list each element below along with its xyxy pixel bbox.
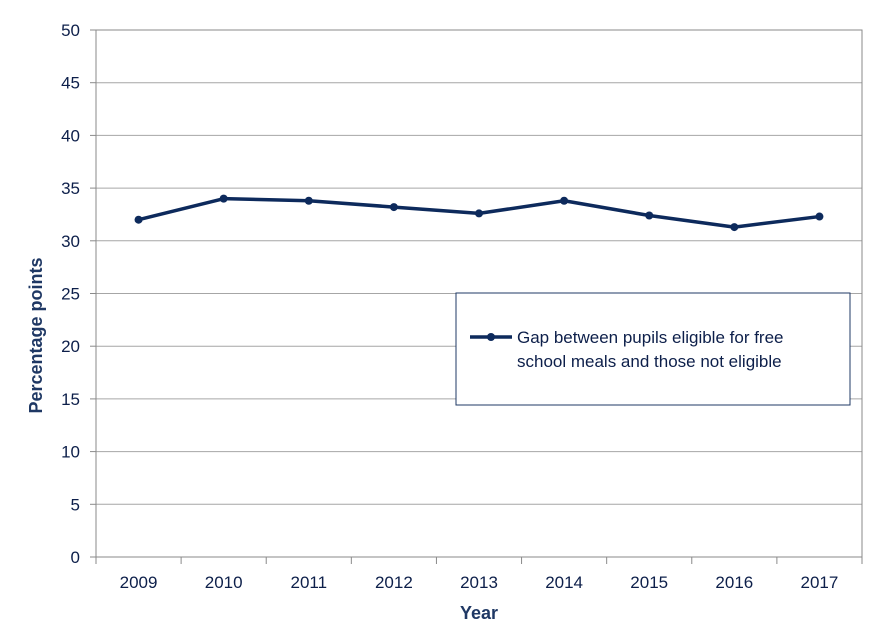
series-group: [134, 194, 824, 232]
y-axis-title: Percentage points: [26, 257, 46, 413]
legend-box: [455, 292, 851, 406]
y-tick-label: 40: [61, 126, 80, 145]
x-tick-label: 2009: [120, 573, 158, 592]
x-axis-title: Year: [460, 603, 498, 623]
x-tick-label: 2014: [545, 573, 583, 592]
y-tick-label: 20: [61, 337, 80, 356]
x-tick-label: 2010: [205, 573, 243, 592]
x-tick-label: 2015: [630, 573, 668, 592]
y-tick-label: 10: [61, 443, 80, 462]
x-tick-label: 2012: [375, 573, 413, 592]
x-tick-label: 2013: [460, 573, 498, 592]
legend-label-line-2: school meals and those not eligible: [517, 352, 782, 371]
y-tick-label: 50: [61, 21, 80, 40]
data-point: [219, 194, 228, 203]
data-point: [475, 209, 483, 218]
y-tick-label: 0: [71, 548, 80, 567]
y-tick-label: 35: [61, 179, 80, 198]
x-tick-label: 2011: [290, 573, 327, 592]
legend-label-line-1: Gap between pupils eligible for free: [517, 328, 784, 347]
data-point: [134, 215, 143, 224]
data-point: [560, 196, 569, 205]
x-axis-ticks: 2009 2010 2011 2012 2013 2014 2015 2016 2017: [95, 557, 863, 592]
y-tick-label: 45: [61, 74, 80, 93]
x-tick-label: 2016: [715, 573, 753, 592]
y-tick-label: 15: [61, 390, 80, 409]
x-tick-label: 2017: [801, 573, 839, 592]
data-point: [389, 203, 398, 212]
y-axis-ticks: 0 5 10 15 20 25 30 35 40 45 50: [61, 21, 96, 567]
data-point: [645, 211, 654, 220]
legend: Gap between pupils eligible for free sch…: [455, 292, 851, 406]
y-tick-label: 25: [61, 285, 80, 304]
data-point: [815, 212, 824, 221]
y-tick-label: 30: [61, 232, 80, 251]
legend-marker: [487, 333, 495, 341]
data-point: [730, 223, 739, 232]
data-point: [304, 196, 313, 205]
y-tick-label: 5: [71, 495, 80, 514]
